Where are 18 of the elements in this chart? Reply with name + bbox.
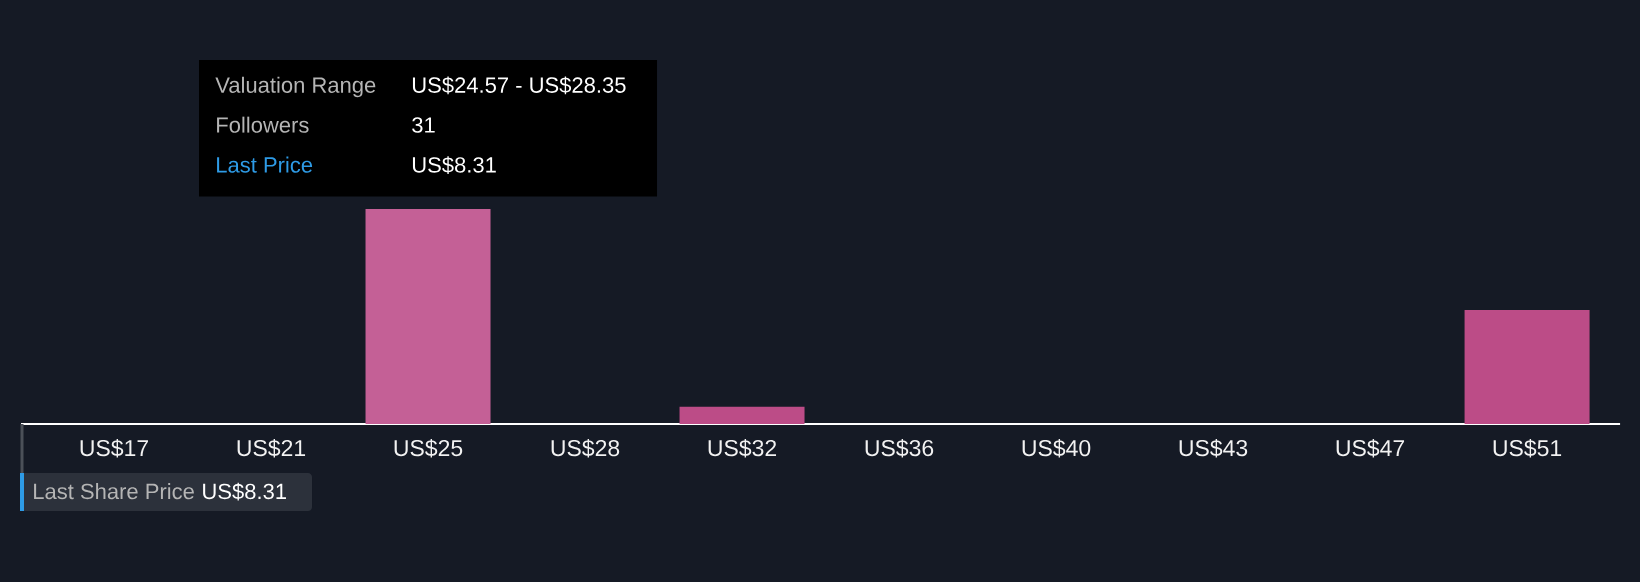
text: Last Price [217, 156, 313, 173]
x-tick-label: US$32 [708, 438, 777, 458]
x-tick-label: US$21 [237, 438, 306, 458]
text: Valuation Range [215, 76, 376, 98]
text: US$8.31 [412, 156, 496, 175]
x-tick-label: US$28 [551, 438, 620, 458]
text: US$24.57 - US$28.35 [412, 76, 626, 95]
text: Followers [217, 116, 309, 133]
x-tick-label: US$40 [1022, 438, 1091, 458]
x-tick-label: US$36 [865, 438, 934, 458]
x-tick-label: US$25 [394, 438, 463, 458]
text: 31 [412, 117, 435, 133]
x-tick-label: US$51 [1493, 438, 1562, 458]
text: Last Share Price [34, 483, 194, 500]
x-tick-label: US$43 [1179, 438, 1248, 458]
x-tick-label: US$17 [80, 438, 148, 458]
text: US$8.31 [203, 482, 286, 501]
x-tick-label: US$47 [1336, 438, 1405, 458]
